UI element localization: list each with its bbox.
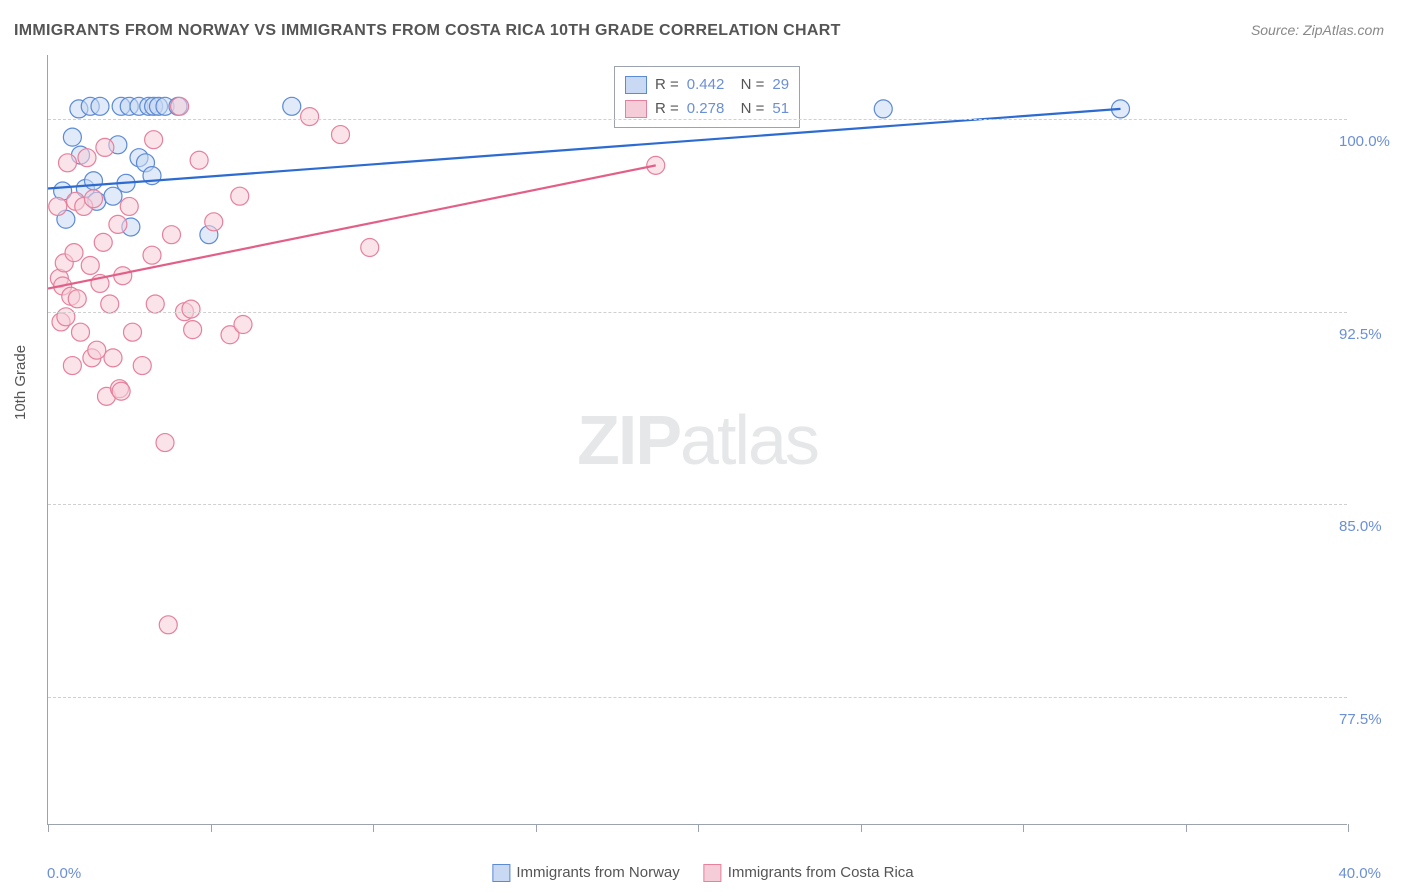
data-point	[182, 300, 200, 318]
scatter-svg	[48, 55, 1347, 824]
x-tick	[1348, 824, 1349, 832]
gridline	[48, 119, 1347, 120]
gridline	[48, 312, 1347, 313]
data-point	[231, 187, 249, 205]
data-point	[124, 323, 142, 341]
data-point	[68, 290, 86, 308]
legend-n-label: N =	[732, 97, 764, 121]
data-point	[112, 382, 130, 400]
regression-line	[48, 109, 1121, 189]
data-point	[109, 215, 127, 233]
y-tick-label: 92.5%	[1339, 326, 1382, 343]
x-tick	[861, 824, 862, 832]
data-point	[145, 131, 163, 149]
x-tick	[1186, 824, 1187, 832]
data-point	[171, 97, 189, 115]
data-point	[63, 128, 81, 146]
legend-r-value: 0.442	[687, 73, 725, 97]
legend-row: R = 0.442 N = 29	[625, 73, 789, 97]
legend-label: Immigrants from Norway	[516, 864, 679, 881]
data-point	[96, 138, 114, 156]
x-axis-min-label: 0.0%	[47, 865, 81, 882]
data-point	[85, 190, 103, 208]
legend-n-value: 51	[772, 97, 789, 121]
data-point	[120, 197, 138, 215]
chart-title: IMMIGRANTS FROM NORWAY VS IMMIGRANTS FRO…	[14, 22, 841, 40]
legend-r-value: 0.278	[687, 97, 725, 121]
data-point	[190, 151, 208, 169]
legend-bottom: Immigrants from Norway Immigrants from Co…	[492, 864, 913, 882]
legend-swatch	[625, 100, 647, 118]
x-axis-max-label: 40.0%	[1338, 865, 1381, 882]
data-point	[91, 97, 109, 115]
x-tick	[48, 824, 49, 832]
y-tick-label: 85.0%	[1339, 518, 1382, 535]
data-point	[143, 246, 161, 264]
data-point	[301, 108, 319, 126]
data-point	[146, 295, 164, 313]
data-point	[361, 239, 379, 257]
data-point	[81, 256, 99, 274]
y-tick-label: 100.0%	[1339, 133, 1390, 150]
data-point	[163, 226, 181, 244]
gridline	[48, 504, 1347, 505]
data-point	[65, 244, 83, 262]
data-point	[332, 126, 350, 144]
x-tick	[698, 824, 699, 832]
y-tick-label: 77.5%	[1339, 711, 1382, 728]
y-axis-label: 10th Grade	[12, 345, 29, 420]
x-tick	[1023, 824, 1024, 832]
legend-r-label: R =	[655, 73, 679, 97]
data-point	[63, 357, 81, 375]
legend-r-label: R =	[655, 97, 679, 121]
data-point	[874, 100, 892, 118]
data-point	[94, 233, 112, 251]
data-point	[78, 149, 96, 167]
data-point	[104, 349, 122, 367]
x-tick	[373, 824, 374, 832]
x-tick	[211, 824, 212, 832]
data-point	[57, 308, 75, 326]
data-point	[85, 172, 103, 190]
data-point	[205, 213, 223, 231]
data-point	[49, 197, 67, 215]
legend-item: Immigrants from Norway	[492, 864, 679, 882]
plot-area: ZIPatlas R = 0.442 N = 29R = 0.278 N = 5…	[47, 55, 1347, 825]
legend-label: Immigrants from Costa Rica	[728, 864, 914, 881]
legend-row: R = 0.278 N = 51	[625, 97, 789, 121]
source-attribution: Source: ZipAtlas.com	[1251, 22, 1384, 38]
legend-item: Immigrants from Costa Rica	[704, 864, 914, 882]
data-point	[133, 357, 151, 375]
legend-swatch	[625, 76, 647, 94]
legend-swatch	[492, 864, 510, 882]
data-point	[283, 97, 301, 115]
data-point	[72, 323, 90, 341]
gridline	[48, 697, 1347, 698]
data-point	[234, 316, 252, 334]
x-tick	[536, 824, 537, 832]
data-point	[184, 321, 202, 339]
legend-n-value: 29	[772, 73, 789, 97]
data-point	[88, 341, 106, 359]
data-point	[156, 434, 174, 452]
data-point	[101, 295, 119, 313]
legend-swatch	[704, 864, 722, 882]
legend-n-label: N =	[732, 73, 764, 97]
data-point	[59, 154, 77, 172]
data-point	[159, 616, 177, 634]
